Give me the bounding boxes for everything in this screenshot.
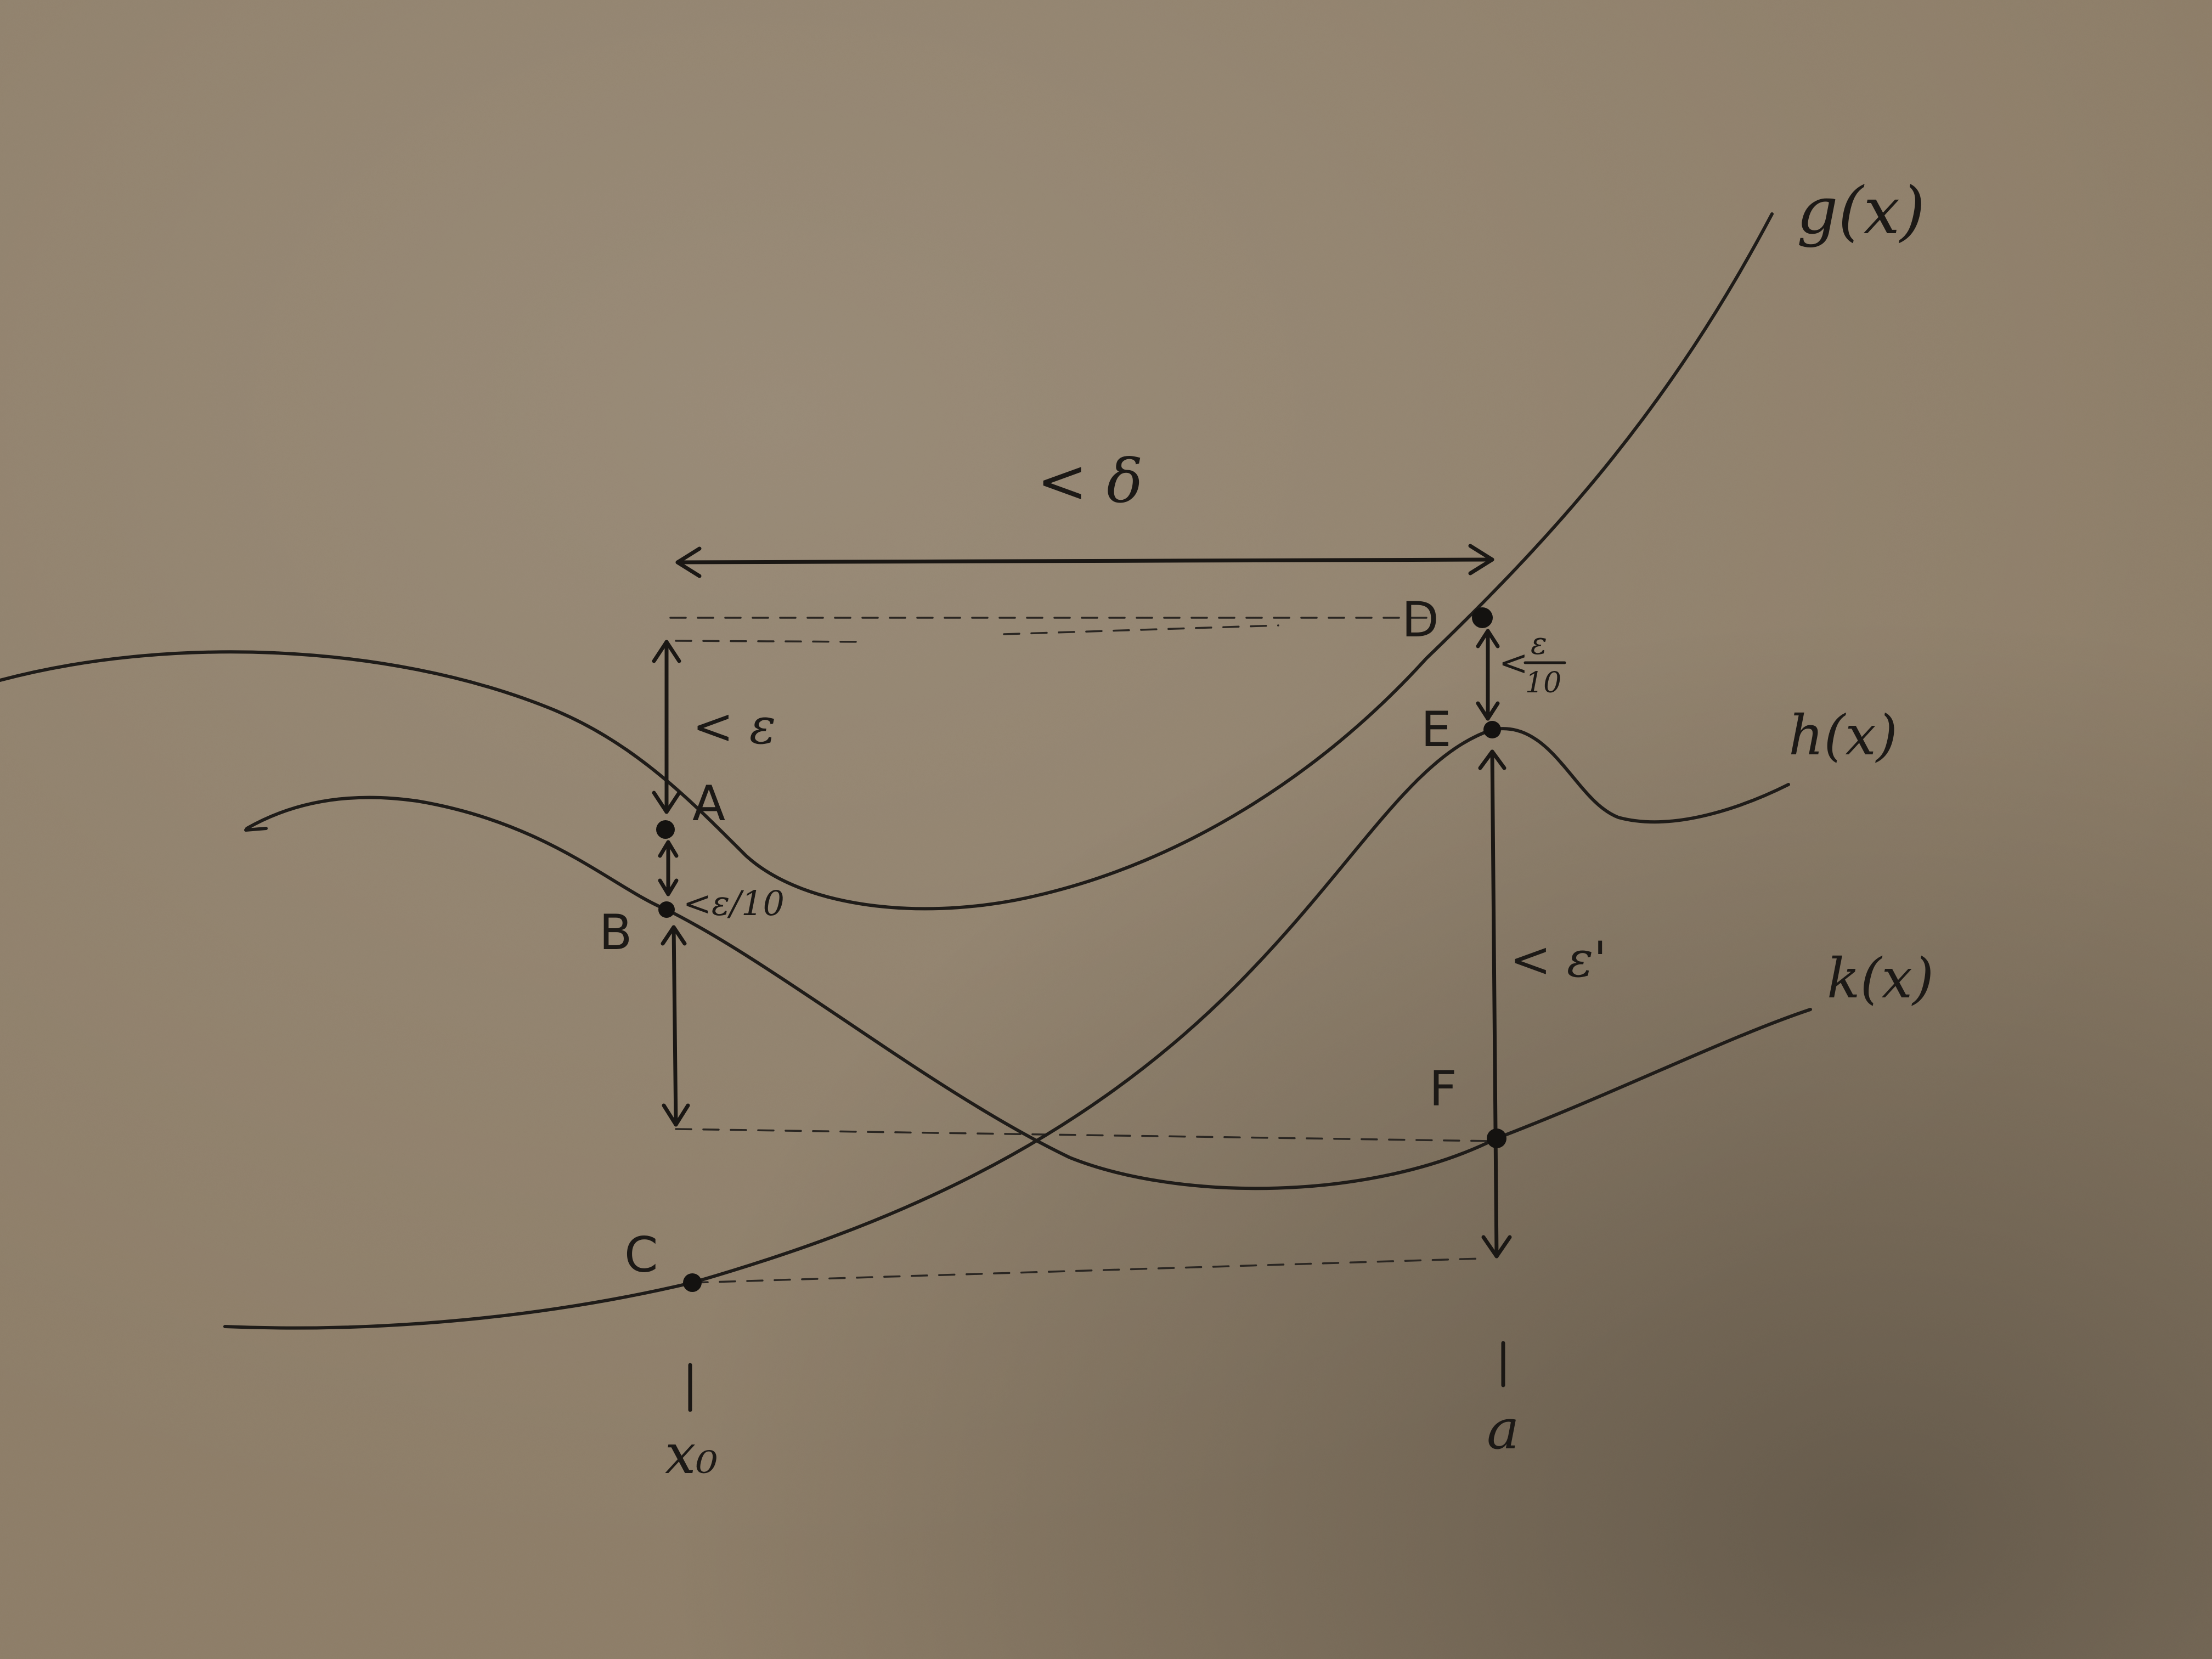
label-h: h(x) bbox=[1788, 703, 1898, 768]
label-point-b: B bbox=[599, 904, 632, 961]
point-d bbox=[1472, 607, 1493, 628]
eps10-arrow-left bbox=[658, 840, 679, 896]
eps10-arrow-right bbox=[1476, 629, 1500, 721]
curve-g bbox=[0, 212, 1774, 911]
label-x0: x₀ bbox=[665, 1422, 718, 1486]
label-eps10-right: < ε 10 bbox=[1499, 626, 1566, 699]
eps-arrow-lower-left bbox=[661, 925, 690, 1127]
label-eps-prime: < ε' bbox=[1510, 931, 1607, 989]
label-eps10-right-num: ε bbox=[1531, 626, 1547, 662]
label-point-d: D bbox=[1402, 591, 1439, 648]
label-point-f: F bbox=[1429, 1060, 1457, 1117]
label-g: g(x) bbox=[1797, 173, 1925, 249]
label-eps-left: < ε bbox=[692, 698, 776, 755]
curve-k bbox=[245, 795, 1812, 1190]
label-eps10-right-lt: < bbox=[1499, 643, 1528, 684]
label-point-e: E bbox=[1421, 701, 1452, 758]
label-k: k(x) bbox=[1827, 946, 1934, 1011]
point-f bbox=[1487, 1128, 1506, 1148]
label-eps10-right-den: 10 bbox=[1525, 667, 1561, 699]
label-point-c: C bbox=[624, 1227, 658, 1283]
label-eps10-left: <ε/10 bbox=[683, 883, 785, 923]
point-c bbox=[683, 1273, 702, 1292]
curve-h bbox=[223, 727, 1790, 1330]
eps-prime-arrow bbox=[1478, 749, 1512, 1259]
label-point-a: A bbox=[692, 775, 725, 832]
point-a bbox=[656, 820, 675, 839]
point-e bbox=[1483, 721, 1501, 738]
guide-line-eps-top bbox=[675, 640, 868, 643]
delta-arrow bbox=[675, 544, 1494, 578]
curve-k-stroke-start bbox=[244, 827, 268, 832]
point-b bbox=[658, 901, 675, 918]
guide-line-eps-top-right bbox=[1003, 624, 1279, 635]
label-delta: < δ bbox=[1037, 446, 1143, 516]
guide-line-bottom bbox=[691, 1257, 1482, 1284]
label-a: a bbox=[1487, 1397, 1520, 1462]
eps-arrow-left bbox=[652, 640, 681, 814]
